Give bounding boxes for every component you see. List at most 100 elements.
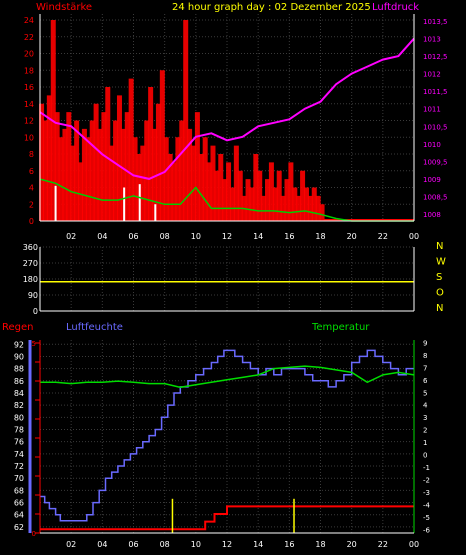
gust-bar bbox=[93, 103, 99, 221]
gust-bar bbox=[218, 154, 224, 221]
gust-bar bbox=[109, 145, 115, 221]
wind-tick-label: 8 bbox=[29, 150, 34, 159]
gust-bar bbox=[268, 162, 274, 221]
gust-bar bbox=[202, 137, 208, 221]
gust-bar-white bbox=[54, 185, 57, 221]
p1-x-tick-label: 14 bbox=[253, 232, 263, 241]
gust-bar bbox=[62, 128, 68, 221]
p3-x-tick-label: 00 bbox=[409, 540, 419, 549]
humidity-tick-label: 80 bbox=[14, 413, 24, 422]
rain-tick-label: 5 bbox=[32, 340, 36, 348]
p1-x-tick-label: 06 bbox=[128, 232, 138, 241]
wind-tick-label: 22 bbox=[24, 33, 34, 42]
p3-x-tick-label: 06 bbox=[128, 540, 138, 549]
temperature-tick-label: -6 bbox=[423, 526, 431, 534]
compass-label: O bbox=[436, 288, 444, 299]
gust-bar bbox=[113, 120, 119, 221]
chart-title: 24 hour graph day : 02 Dezember 2025 bbox=[172, 2, 371, 13]
gust-bar bbox=[249, 187, 255, 221]
direction-tick-label: 360 bbox=[23, 243, 38, 252]
gust-bar bbox=[155, 103, 161, 221]
p1-x-tick-label: 22 bbox=[378, 232, 388, 241]
p3-x-tick-label: 20 bbox=[347, 540, 357, 549]
gust-bar bbox=[253, 154, 259, 221]
gust-bar bbox=[97, 128, 103, 221]
gust-bar bbox=[272, 187, 278, 221]
gust-bar bbox=[187, 128, 193, 221]
gust-bar bbox=[148, 87, 154, 221]
gust-bar bbox=[89, 120, 95, 221]
wind-tick-label: 2 bbox=[29, 200, 34, 209]
gust-bar bbox=[144, 120, 150, 221]
wind-tick-label: 12 bbox=[24, 117, 34, 126]
pressure-tick-label: 1012,5 bbox=[423, 53, 448, 61]
pressure-tick-label: 1013,5 bbox=[423, 18, 448, 26]
pressure-tick-label: 1012 bbox=[423, 71, 441, 79]
gust-bar bbox=[245, 179, 251, 221]
p1-x-tick-label: 20 bbox=[347, 232, 357, 241]
p1-x-tick-label: 18 bbox=[315, 232, 325, 241]
rain-axis-title: Regen bbox=[2, 322, 34, 333]
temperature-tick-label: 6 bbox=[423, 377, 428, 385]
compass-label: N bbox=[436, 241, 443, 252]
wind-pressure-panel: 2422201816141210864201013,510131012,5101… bbox=[24, 14, 448, 241]
wind-tick-label: 6 bbox=[29, 167, 34, 176]
compass-label: N bbox=[436, 303, 443, 314]
temperature-tick-label: 7 bbox=[423, 364, 427, 372]
p3-x-tick-label: 12 bbox=[222, 540, 232, 549]
pressure-tick-label: 1010 bbox=[423, 141, 441, 149]
p3-x-tick-label: 18 bbox=[315, 540, 325, 549]
gust-bar bbox=[101, 112, 107, 221]
humidity-tick-label: 76 bbox=[14, 438, 24, 447]
humidity-tick-label: 62 bbox=[14, 523, 24, 532]
gust-bar bbox=[303, 187, 309, 221]
gust-bar bbox=[222, 179, 228, 221]
gust-bar bbox=[171, 162, 177, 221]
rht-lines bbox=[40, 349, 415, 533]
wind-tick-label: 24 bbox=[24, 16, 34, 25]
gust-bar bbox=[58, 137, 64, 221]
humidity-tick-label: 88 bbox=[14, 365, 24, 374]
pressure-tick-label: 1010,5 bbox=[423, 123, 448, 131]
temperature-tick-label: 9 bbox=[423, 339, 427, 347]
humidity-line bbox=[40, 349, 414, 522]
wind-tick-label: 10 bbox=[24, 133, 34, 142]
temperature-tick-label: -4 bbox=[423, 501, 431, 509]
gust-bar bbox=[128, 78, 134, 221]
p1-x-tick-label: 00 bbox=[409, 232, 419, 241]
compass-label: W bbox=[436, 257, 446, 268]
gust-bar-white bbox=[123, 187, 126, 221]
compass-label: S bbox=[436, 272, 442, 283]
direction-tick-label: 270 bbox=[23, 259, 38, 268]
temperature-tick-label: 3 bbox=[423, 414, 427, 422]
pressure-tick-label: 1008,5 bbox=[423, 193, 448, 201]
p3-x-tick-label: 02 bbox=[66, 540, 76, 549]
gust-bar bbox=[300, 170, 306, 221]
gust-bar-white bbox=[138, 184, 141, 221]
humidity-tick-label: 84 bbox=[14, 389, 24, 398]
gust-bar bbox=[198, 154, 204, 221]
gust-bar bbox=[105, 87, 111, 221]
humidity-tick-label: 92 bbox=[14, 340, 24, 349]
gust-bar bbox=[183, 20, 189, 221]
gust-bar bbox=[39, 103, 45, 221]
p1-x-tick-label: 10 bbox=[191, 232, 201, 241]
temperature-tick-label: -3 bbox=[423, 489, 430, 497]
pressure-axis-title: Luftdruck bbox=[372, 2, 419, 13]
temperature-axis-title: Temperatur bbox=[311, 322, 370, 333]
gust-bar bbox=[116, 95, 122, 221]
gust-bar bbox=[140, 145, 146, 221]
gust-bar bbox=[152, 128, 158, 221]
wind-tick-label: 20 bbox=[24, 50, 34, 59]
gust-bar bbox=[229, 187, 235, 221]
temperature-tick-label: 4 bbox=[423, 402, 428, 410]
humidity-tick-label: 90 bbox=[14, 352, 24, 361]
gust-bar bbox=[280, 195, 286, 221]
direction-tick-label: 180 bbox=[23, 275, 38, 284]
temperature-tick-label: 5 bbox=[423, 389, 427, 397]
pressure-tick-label: 1009 bbox=[423, 176, 441, 184]
gust-bar bbox=[206, 162, 212, 221]
direction-tick-label: 0 bbox=[33, 307, 38, 316]
